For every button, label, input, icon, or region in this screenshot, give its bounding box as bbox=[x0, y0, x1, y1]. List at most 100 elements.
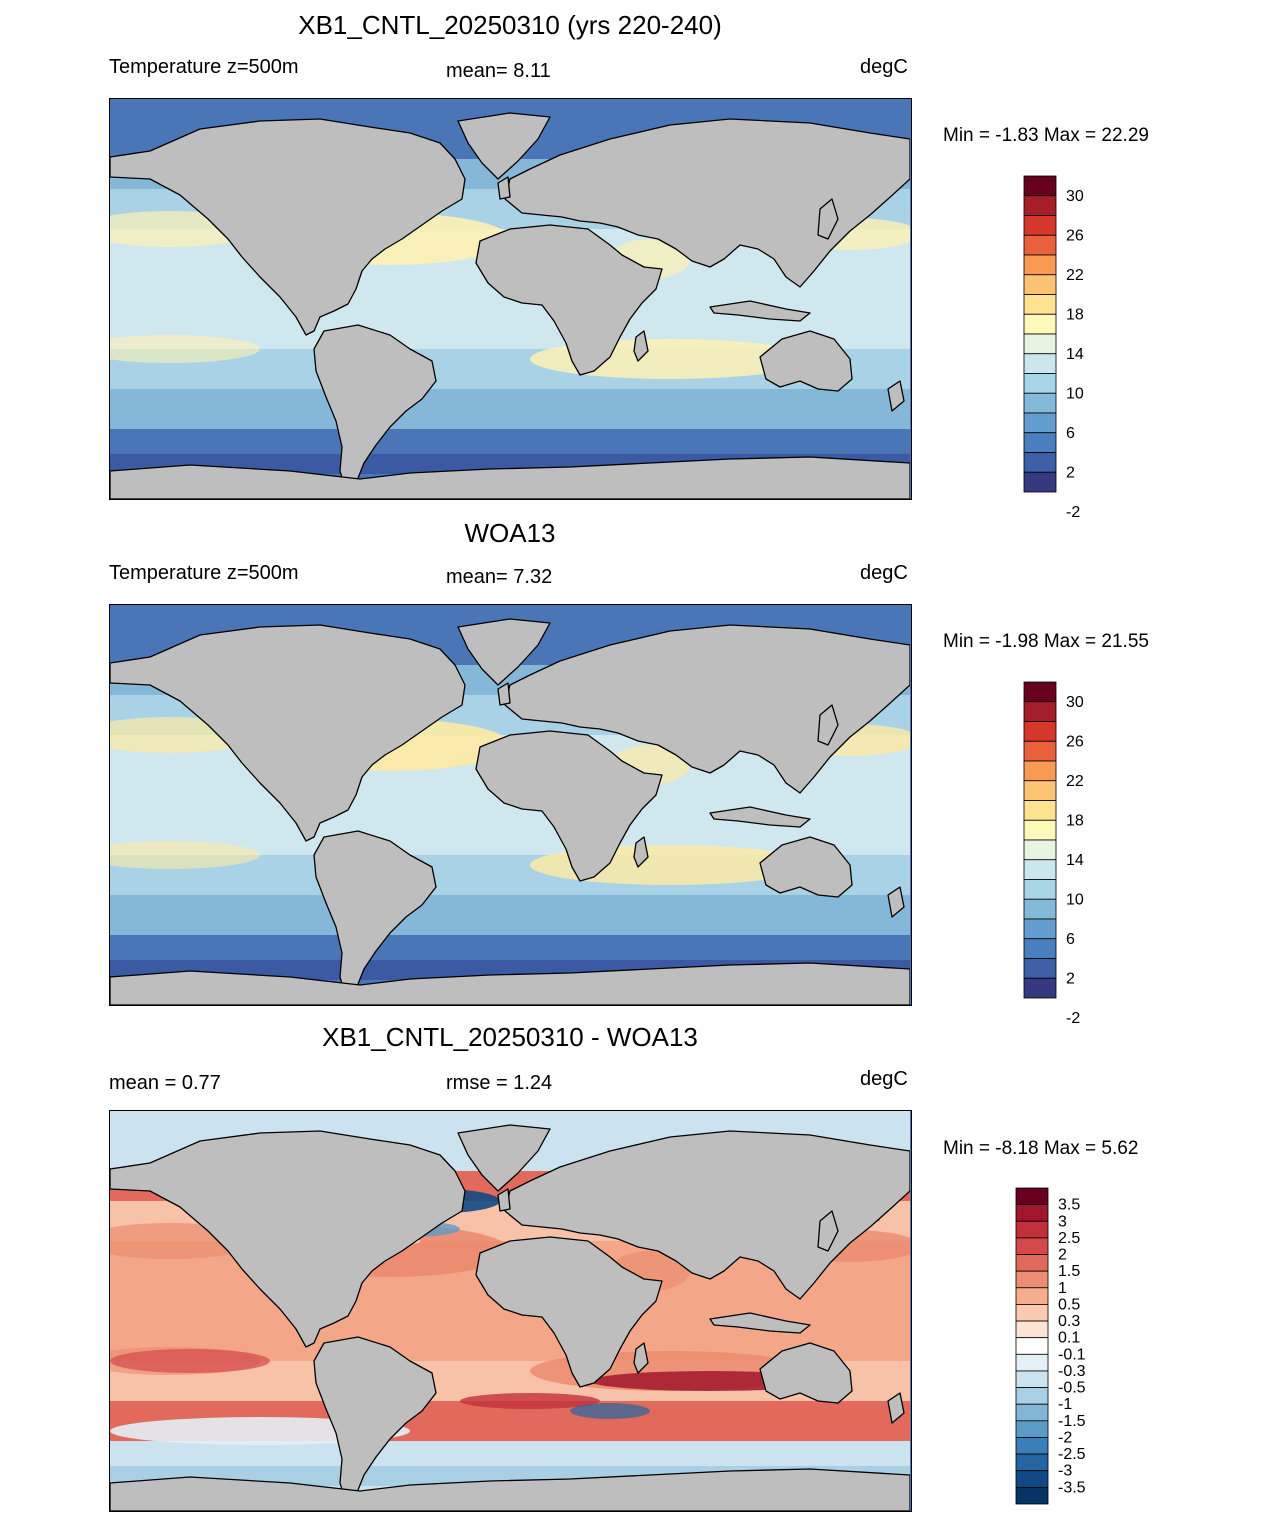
colorbar-swatch bbox=[1015, 1287, 1049, 1305]
colorbar-tick-label: 2 bbox=[1066, 970, 1075, 987]
colorbar-swatch bbox=[1023, 195, 1057, 216]
colorbar-tick-label: 1 bbox=[1058, 1280, 1067, 1297]
land-new-zealand bbox=[887, 1392, 905, 1424]
land-africa bbox=[475, 224, 663, 376]
colorbar-swatch bbox=[1023, 977, 1057, 999]
land-japan bbox=[817, 704, 839, 746]
land-south-america bbox=[313, 830, 437, 998]
land-eurasia bbox=[504, 118, 910, 288]
colorbar-tick-label: -2 bbox=[1058, 1429, 1072, 1446]
land-australia bbox=[759, 1342, 853, 1404]
colorbar-swatch bbox=[1015, 1486, 1049, 1505]
panel-3-rmse-label: rmse = 1.24 bbox=[446, 1072, 553, 1094]
land-masses bbox=[110, 618, 910, 1005]
colorbar-swatch bbox=[1023, 215, 1057, 236]
land-indonesia bbox=[709, 300, 811, 322]
colorbar-tick-label: -0.5 bbox=[1058, 1380, 1086, 1397]
panel-3-minmax: Min = -8.18 Max = 5.62 bbox=[943, 1138, 1139, 1159]
colorbar-swatch bbox=[1023, 819, 1057, 841]
colorbar-swatch bbox=[1015, 1453, 1049, 1472]
land-south-america bbox=[313, 1336, 437, 1504]
land-eurasia bbox=[504, 1130, 910, 1300]
panel-3-units-label: degC bbox=[860, 1068, 908, 1090]
colorbar-tick-label: 30 bbox=[1066, 694, 1084, 711]
colorbar-swatch bbox=[1023, 313, 1057, 335]
panel-2-map bbox=[109, 604, 912, 1006]
colorbar-swatch bbox=[1023, 760, 1057, 782]
land-antarctica bbox=[110, 962, 910, 1005]
land-greenland bbox=[457, 112, 551, 180]
colorbar-swatch bbox=[1023, 294, 1057, 315]
land-madagascar bbox=[633, 1342, 649, 1374]
land-antarctica bbox=[110, 456, 910, 499]
colorbar-tick-label: 2 bbox=[1066, 464, 1075, 481]
colorbar-tick-label: -3.5 bbox=[1058, 1479, 1086, 1496]
colorbar-tick-label: 3 bbox=[1058, 1213, 1067, 1230]
colorbar-tick-label: 22 bbox=[1066, 773, 1084, 790]
panel-3-colorbar: 3.5 3 2.5 2 1.5 1 0.5 0.3 0.1 -0.1 -0.3 -0.5 -1 -1.5-… bbox=[1015, 1187, 1126, 1505]
panel-1-map bbox=[109, 98, 912, 500]
land-madagascar bbox=[633, 330, 649, 362]
colorbar-swatch bbox=[1023, 859, 1057, 880]
panel-1-units-label: degC bbox=[860, 56, 908, 78]
land-indonesia bbox=[709, 1312, 811, 1334]
panel-1-colorbar: 30 26 22 18 14 10 6 2 -2 bbox=[1023, 175, 1124, 521]
panel-1-mean-label: mean= 8.11 bbox=[446, 60, 551, 82]
colorbar-swatch bbox=[1023, 898, 1057, 920]
colorbar-tick-label: 18 bbox=[1066, 306, 1084, 323]
panel-1-minmax: Min = -1.83 Max = 22.29 bbox=[943, 125, 1149, 146]
colorbar-swatch bbox=[1015, 1254, 1049, 1272]
colorbar-swatch bbox=[1015, 1403, 1049, 1422]
colorbar-swatch bbox=[1015, 1337, 1049, 1355]
panel-2-minmax: Min = -1.98 Max = 21.55 bbox=[943, 631, 1149, 652]
colorbar-svg: 3.532.521.510.50.30.1-0.1-0.3-0.5-1-1.5-… bbox=[1015, 1187, 1086, 1505]
panel-3-title: XB1_CNTL_20250310 - WOA13 bbox=[322, 1022, 698, 1052]
land-uk bbox=[497, 682, 511, 706]
colorbar-tick-label: -2.5 bbox=[1058, 1446, 1086, 1463]
colorbar-tick-label: 30 bbox=[1066, 188, 1084, 205]
panel-2-variable-label: Temperature z=500m bbox=[109, 562, 299, 584]
colorbar-swatch bbox=[1023, 681, 1057, 703]
land-north-america bbox=[110, 118, 466, 336]
colorbar-swatch bbox=[1023, 452, 1057, 473]
panel-1-variable-label: Temperature z=500m bbox=[109, 56, 299, 78]
colorbar-svg: 30 26 22 18 14 10 6 2 -2 bbox=[1023, 175, 1084, 521]
colorbar-swatch bbox=[1015, 1320, 1049, 1339]
colorbar-swatch bbox=[1023, 879, 1057, 900]
colorbar-swatch bbox=[1015, 1220, 1049, 1239]
land-indonesia bbox=[709, 806, 811, 828]
colorbar-tick-label: 10 bbox=[1066, 891, 1084, 908]
colorbar-swatch bbox=[1015, 1437, 1049, 1455]
colorbar-swatch bbox=[1023, 353, 1057, 374]
land-south-america bbox=[313, 324, 437, 492]
land-uk bbox=[497, 176, 511, 200]
colorbar-tick-label: 0.1 bbox=[1058, 1330, 1080, 1347]
land-greenland bbox=[457, 1124, 551, 1192]
colorbar-tick-label: 1.5 bbox=[1058, 1263, 1080, 1280]
land-new-zealand bbox=[887, 886, 905, 918]
land-north-america bbox=[110, 624, 466, 842]
colorbar-swatch bbox=[1015, 1187, 1049, 1206]
map-svg bbox=[110, 1111, 910, 1511]
colorbar-tick-label: 0.5 bbox=[1058, 1296, 1080, 1313]
colorbar-tick-label: -1 bbox=[1058, 1396, 1072, 1413]
colorbar-swatch bbox=[1015, 1387, 1049, 1405]
panel-2-title: WOA13 bbox=[464, 518, 556, 548]
colorbar-swatch bbox=[1023, 740, 1057, 762]
colorbar-tick-label: 10 bbox=[1066, 385, 1084, 402]
colorbar-swatch bbox=[1023, 234, 1057, 256]
map-svg bbox=[110, 605, 910, 1005]
colorbar-tick-label: 26 bbox=[1066, 227, 1084, 244]
land-australia bbox=[759, 330, 853, 392]
land-africa bbox=[475, 1236, 663, 1388]
colorbar-tick-label: -3 bbox=[1058, 1463, 1072, 1480]
land-australia bbox=[759, 836, 853, 898]
colorbar-swatch bbox=[1023, 701, 1057, 722]
colorbar-swatch bbox=[1015, 1470, 1049, 1488]
land-new-zealand bbox=[887, 380, 905, 412]
colorbar-tick-label: -2 bbox=[1066, 504, 1080, 521]
colorbar-tick-label: 14 bbox=[1066, 852, 1084, 869]
colorbar-swatch bbox=[1015, 1270, 1049, 1289]
colorbar-swatch bbox=[1023, 938, 1057, 959]
colorbar-tick-label: 0.3 bbox=[1058, 1313, 1080, 1330]
